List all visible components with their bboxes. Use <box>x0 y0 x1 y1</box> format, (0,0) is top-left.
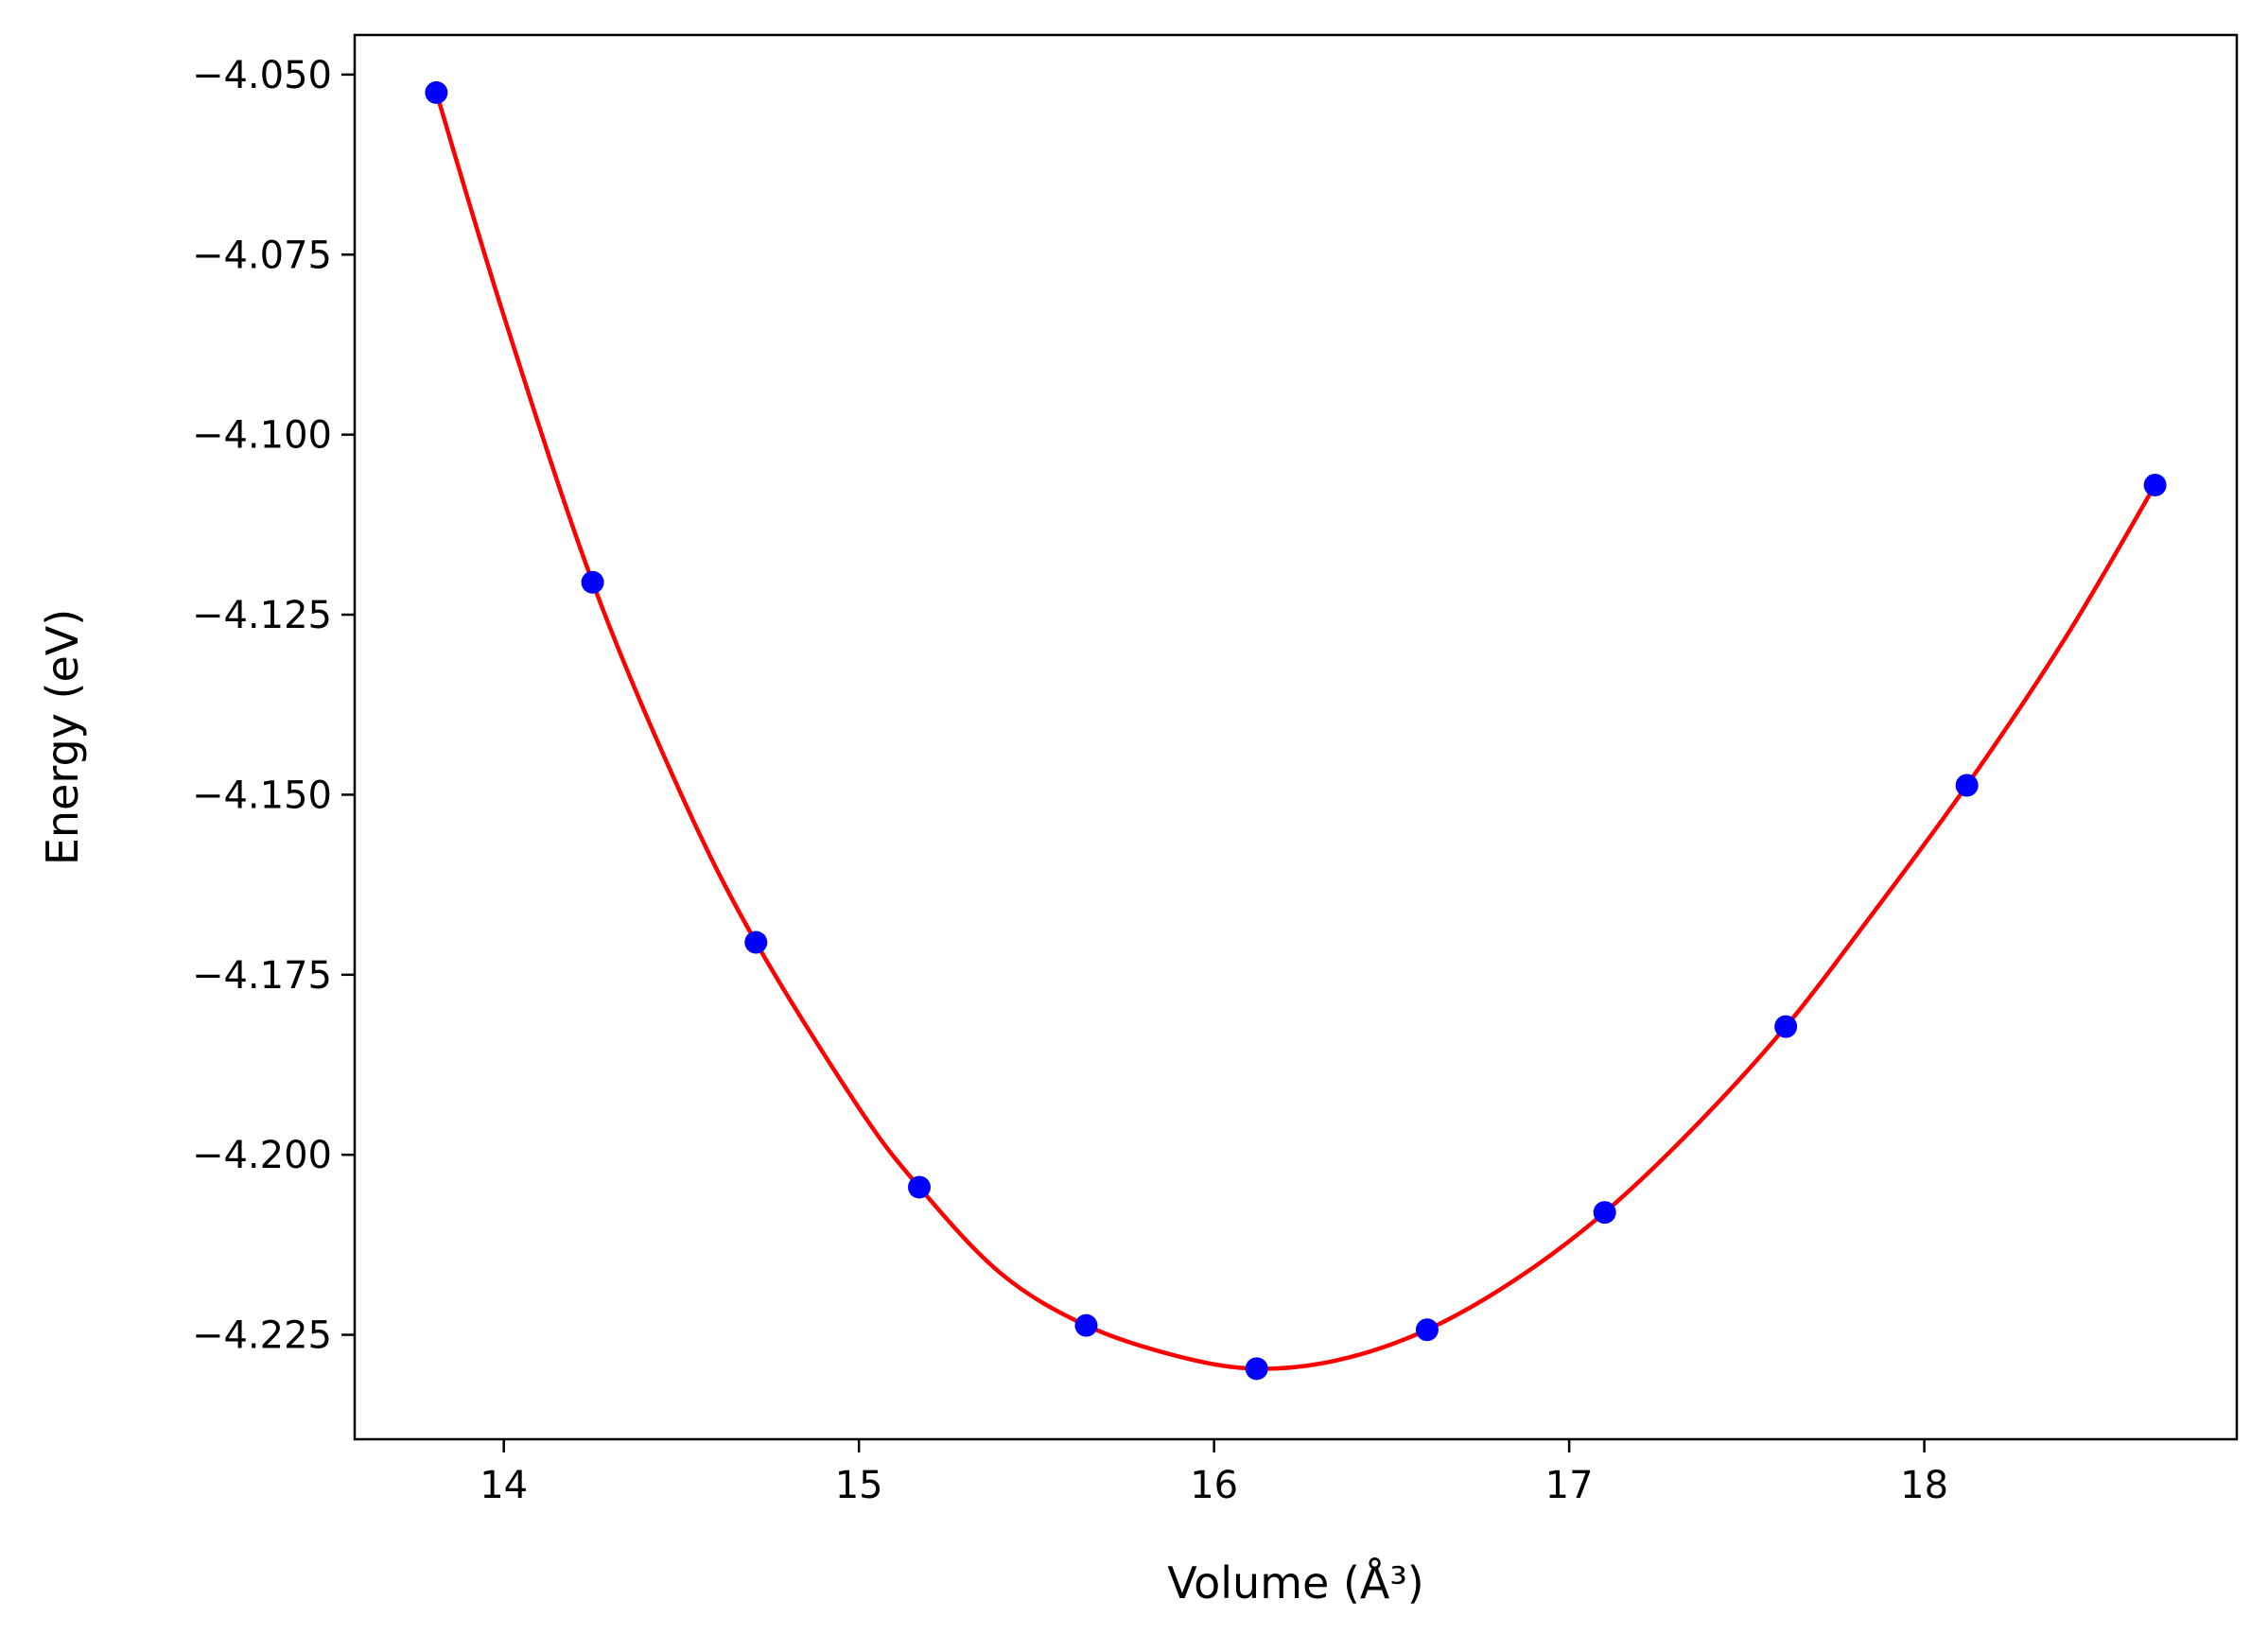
data-points-layer <box>425 80 2167 1381</box>
data-point <box>1074 1313 1098 1337</box>
data-point <box>1593 1201 1616 1225</box>
x-axis-ticks: 14 15 16 17 18 <box>480 1439 1948 1507</box>
data-point <box>744 930 768 954</box>
y-tick-label: −4.125 <box>192 594 332 637</box>
x-tick-label: 14 <box>480 1464 528 1507</box>
x-tick-label: 18 <box>1900 1464 1948 1507</box>
y-tick-label: −4.075 <box>192 234 332 277</box>
y-axis-label: Energy (eV) <box>37 609 88 865</box>
x-tick-label: 17 <box>1545 1464 1594 1507</box>
data-point <box>1245 1357 1268 1381</box>
data-point <box>1415 1318 1439 1342</box>
fit-curve-layer <box>434 92 2157 1371</box>
data-point <box>908 1175 931 1199</box>
y-tick-label: −4.050 <box>192 54 332 97</box>
x-tick-label: 15 <box>835 1464 883 1507</box>
y-axis-ticks: −4.050 −4.075 −4.100 −4.125 −4.150 −4.175 −4.2… <box>192 54 355 1358</box>
x-axis-label: Volume (Å³) <box>1167 1557 1424 1609</box>
data-point <box>1955 774 1979 797</box>
data-point <box>1774 1015 1798 1038</box>
plot-frame <box>353 33 2239 1441</box>
data-point <box>581 570 604 594</box>
x-tick-label: 16 <box>1190 1464 1238 1507</box>
y-tick-label: −4.100 <box>192 414 332 458</box>
fit-curve-line <box>434 92 2157 1371</box>
data-point <box>2143 473 2167 496</box>
y-tick-label: −4.175 <box>192 954 332 998</box>
y-tick-label: −4.200 <box>192 1134 332 1177</box>
y-tick-label: −4.225 <box>192 1314 332 1358</box>
data-point <box>425 80 448 104</box>
y-tick-label: −4.150 <box>192 774 332 817</box>
